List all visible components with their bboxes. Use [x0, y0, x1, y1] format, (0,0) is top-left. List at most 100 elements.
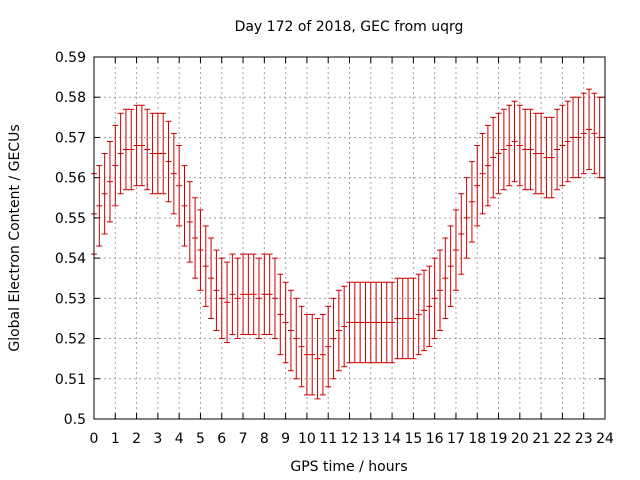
y-tick-label: 0.54: [55, 251, 86, 267]
data-point: [378, 281, 385, 364]
x-tick-label: 18: [468, 431, 486, 447]
data-point: [213, 249, 220, 332]
data-point: [421, 269, 428, 352]
data-point: [362, 281, 369, 364]
x-tick-label: 15: [404, 431, 422, 447]
data-point: [250, 253, 257, 336]
data-point: [96, 165, 103, 247]
data-point: [575, 96, 582, 179]
data-point: [564, 100, 571, 183]
grid-lines: [94, 57, 605, 419]
data-point: [170, 132, 177, 215]
x-tick-label: 0: [90, 431, 99, 447]
data-series: [91, 88, 603, 400]
data-point: [436, 249, 443, 332]
data-point: [458, 193, 465, 275]
data-point: [287, 289, 294, 372]
data-point: [309, 313, 316, 396]
data-point: [341, 285, 348, 368]
data-point: [506, 104, 513, 187]
data-point: [330, 297, 337, 380]
x-tick-label: 22: [554, 431, 572, 447]
x-tick-label: 10: [298, 431, 316, 447]
data-point: [271, 257, 278, 340]
data-point: [543, 116, 550, 199]
data-point: [468, 161, 475, 243]
chart-title: Day 172 of 2018, GEC from uqrg: [235, 19, 464, 35]
y-tick-label: 0.53: [55, 291, 86, 307]
data-point: [548, 116, 555, 199]
data-point: [133, 104, 140, 187]
x-tick-label: 5: [196, 431, 205, 447]
data-point: [474, 144, 481, 227]
data-point: [442, 237, 449, 319]
data-point: [106, 140, 113, 223]
y-tick-label: 0.58: [55, 90, 86, 106]
y-tick-label: 0.57: [55, 130, 86, 146]
x-tick-label: 19: [490, 431, 508, 447]
data-point: [383, 281, 390, 364]
data-point: [319, 313, 326, 396]
data-point: [405, 277, 412, 360]
y-tick-label: 0.55: [55, 211, 86, 227]
data-point: [431, 257, 438, 340]
x-tick-label: 11: [319, 431, 337, 447]
y-tick-label: 0.59: [55, 50, 86, 66]
data-point: [266, 253, 273, 336]
data-point: [500, 108, 507, 191]
y-axis-ticks: 0.5 0.51 0.52 0.53 0.54 0.55 0.56 0.57 0.58 0.59: [55, 50, 605, 428]
data-point: [165, 120, 172, 203]
data-point: [112, 124, 119, 207]
data-point: [511, 100, 518, 183]
data-point: [538, 112, 545, 195]
data-point: [186, 181, 193, 263]
data-point: [516, 104, 523, 187]
x-tick-label: 6: [217, 431, 226, 447]
data-point: [586, 88, 593, 171]
data-point: [415, 273, 422, 356]
data-point: [554, 108, 561, 191]
y-tick-label: 0.5: [64, 412, 86, 428]
data-point: [160, 112, 167, 195]
data-point: [351, 281, 358, 364]
data-point: [256, 257, 263, 340]
data-point: [234, 257, 241, 340]
data-point: [122, 108, 129, 191]
data-point: [176, 144, 183, 227]
x-tick-label: 9: [281, 431, 290, 447]
data-point: [335, 289, 342, 372]
data-point: [101, 153, 108, 235]
x-tick-label: 16: [426, 431, 444, 447]
data-point: [452, 209, 459, 291]
data-point: [325, 305, 332, 388]
data-point: [282, 281, 289, 364]
data-point: [399, 277, 406, 360]
y-tick-label: 0.51: [55, 372, 86, 388]
data-point: [293, 297, 300, 380]
data-point: [138, 104, 145, 187]
data-point: [357, 281, 364, 364]
data-point: [495, 112, 502, 195]
x-tick-label: 23: [575, 431, 593, 447]
x-tick-label: 12: [341, 431, 359, 447]
x-tick-label: 17: [447, 431, 465, 447]
data-point: [596, 96, 603, 179]
data-point: [532, 112, 539, 195]
data-point: [261, 253, 268, 336]
x-axis-label: GPS time / hours: [290, 459, 407, 475]
y-tick-label: 0.52: [55, 332, 86, 348]
data-point: [224, 261, 231, 344]
data-point: [580, 92, 587, 175]
data-point: [181, 165, 188, 247]
data-point: [479, 132, 486, 215]
x-tick-label: 1: [111, 431, 120, 447]
x-tick-label: 20: [511, 431, 529, 447]
data-point: [373, 281, 380, 364]
data-point: [277, 273, 284, 356]
data-point: [245, 253, 252, 336]
x-tick-label: 21: [532, 431, 550, 447]
data-point: [197, 209, 204, 291]
data-point: [570, 96, 577, 179]
data-point: [367, 281, 374, 364]
data-point: [154, 112, 161, 195]
